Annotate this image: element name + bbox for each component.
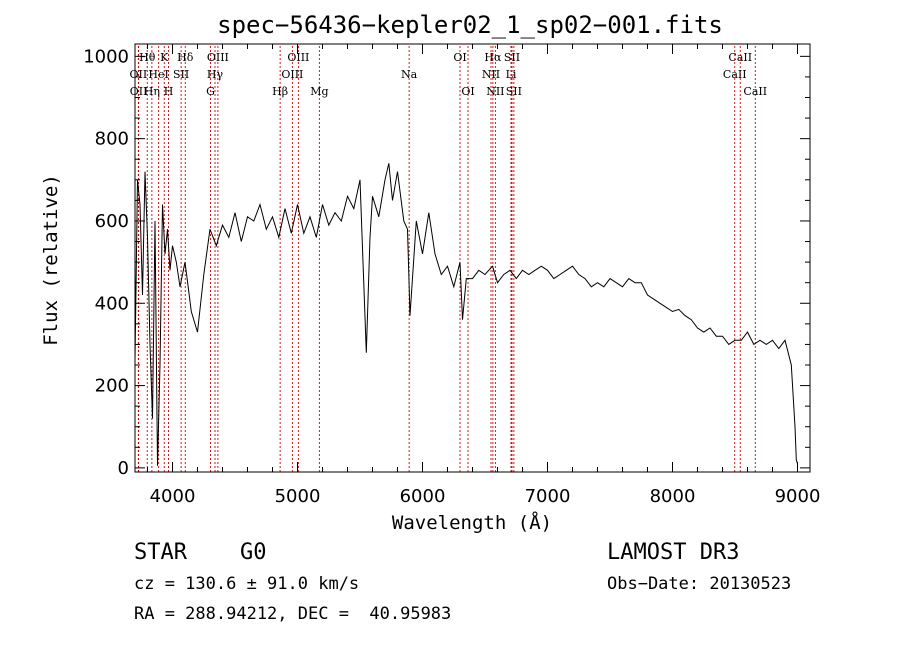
x-tick-label: 6000 [400, 486, 446, 507]
coordinates-info: RA = 288.94212, DEC = 40.95983 [134, 604, 452, 624]
spectral-line-label: OIII [287, 51, 309, 64]
spectral-line-label: Hδ [177, 51, 194, 64]
spectral-line-label: CaII [723, 68, 747, 81]
y-axis-label: Flux (relative) [40, 174, 62, 346]
spectral-line-label: OI [453, 51, 466, 64]
spectral-line-label: Hη [144, 85, 160, 98]
x-tick-label: 4000 [150, 486, 196, 507]
subclass-label: G0 [239, 540, 267, 565]
spectral-line-label: Hβ [272, 85, 288, 98]
y-tick-label: 600 [95, 211, 129, 232]
plot-frame [134, 43, 811, 473]
chart-title: spec−56436−kepler02_1_sp02−001.fits [217, 11, 723, 39]
spectral-line-markers [137, 46, 756, 472]
y-tick-label: 0 [118, 458, 129, 479]
redshift-info: cz = 130.6 ± 91.0 km/s [134, 574, 360, 594]
class-label: STAR [134, 540, 187, 565]
y-tick-label: 1000 [83, 46, 129, 67]
spectral-line-label: OI [461, 85, 474, 98]
spectral-line-label: OIII [281, 68, 303, 81]
y-tick-label: 200 [95, 376, 129, 397]
spectral-line-label: OIII [207, 51, 229, 64]
obs-date: Obs−Date: 20130523 [607, 574, 792, 594]
spectral-line-label: HeI [148, 68, 168, 81]
spectral-line-labels: Hθ OII OII K Hδ HeI SII Hη H OIII Hγ G OIII OIII Hβ Mg N… [130, 51, 768, 98]
spectral-line-label: OII [130, 85, 148, 98]
spectral-line-label: Hγ [207, 68, 224, 81]
y-tick-label: 400 [95, 293, 129, 314]
spectral-line-label: SII [173, 68, 189, 81]
axis-ticks [135, 44, 810, 472]
spectral-line-label: NII [486, 85, 504, 98]
spectral-line-label: OII [130, 68, 148, 81]
spectral-line-label: K [160, 51, 169, 64]
spectral-line-label: Hθ [139, 51, 156, 64]
x-tick-label: 9000 [775, 486, 821, 507]
spectral-line-label: SII [504, 51, 520, 64]
spectral-line-label: Li [506, 68, 517, 81]
spectral-line-label: Na [401, 68, 418, 81]
x-tick-label: 7000 [525, 486, 571, 507]
survey-label: LAMOST DR3 [607, 540, 740, 565]
x-tick-label: 8000 [650, 486, 696, 507]
spectral-line-label: Mg [310, 85, 328, 98]
spectral-line-label: NII [482, 68, 500, 81]
spectral-line-label: G [206, 85, 215, 98]
y-tick-label: 800 [95, 129, 129, 150]
x-tick-label: 5000 [275, 486, 321, 507]
object-class: STAR G0 [134, 540, 266, 565]
spectral-line-label: H [164, 85, 174, 98]
spectral-line-label: SII [506, 85, 522, 98]
x-axis-label: Wavelength (Å) [392, 511, 552, 534]
axis-tick-labels: 4000 5000 6000 7000 8000 9000 0 200 400 600 800 100… [83, 46, 820, 507]
spectrum-line [134, 163, 798, 466]
spectral-line-label: CaII [728, 51, 752, 64]
spectral-line-label: Hα [484, 51, 502, 64]
spectral-line-label: CaII [743, 85, 767, 98]
